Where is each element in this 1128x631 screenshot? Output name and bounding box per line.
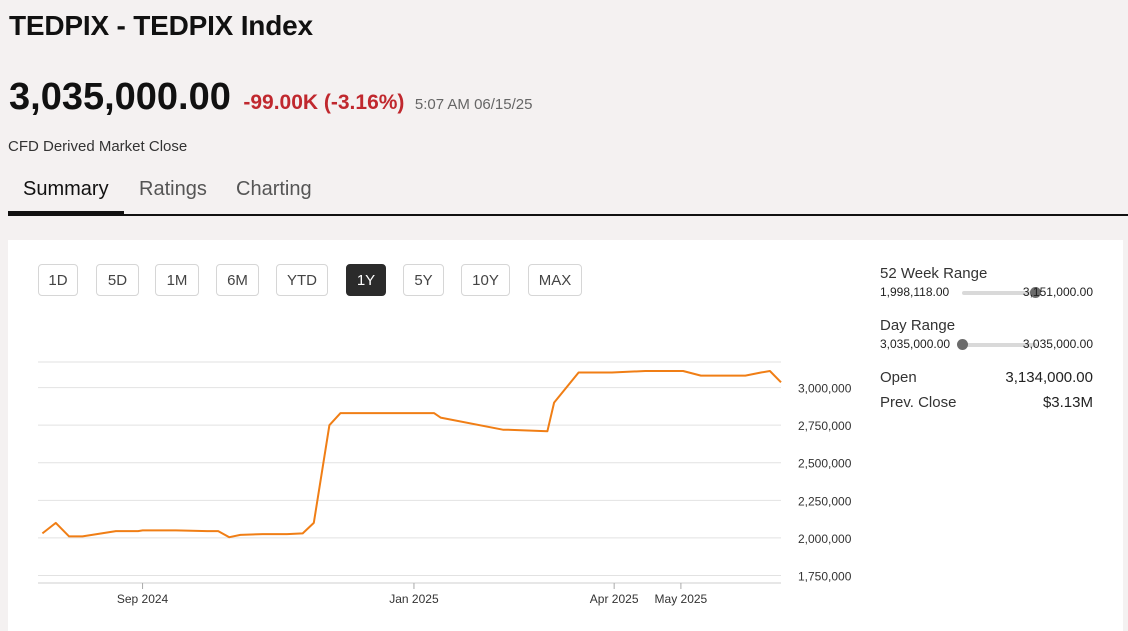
page-title: TEDPIX - TEDPIX Index xyxy=(9,10,313,41)
key-stats: 52 Week Range 1,998,118.00 3,151,000.00 … xyxy=(880,265,1093,419)
y-tick-label: 2,250,000 xyxy=(798,494,852,508)
day-marker xyxy=(956,339,968,350)
price-change: -99.00K (-3.16%) xyxy=(243,91,405,114)
y-tick-label: 3,000,000 xyxy=(798,382,852,396)
x-tick-label: Apr 2025 xyxy=(590,592,639,606)
week52-range-bar: 1,998,118.00 3,151,000.00 xyxy=(880,283,1093,301)
open-row: Open 3,134,000.00 xyxy=(880,369,1093,394)
week52-range-label: 52 Week Range xyxy=(880,265,988,282)
prev-close-value: $3.13M xyxy=(1042,394,1093,411)
prev-close-label: Prev. Close xyxy=(880,394,957,411)
open-value: 3,134,000.00 xyxy=(1005,369,1093,386)
y-tick-label: 1,750,000 xyxy=(798,569,852,583)
range-button-1d[interactable]: 1D xyxy=(38,264,78,296)
series-line xyxy=(41,370,782,539)
day-track xyxy=(962,343,1037,347)
price-row: 3,035,000.00 -99.00K (-3.16%) 5:07 AM 06… xyxy=(9,76,532,119)
range-button-1y[interactable]: 1Y xyxy=(346,264,386,296)
chart-panel: 1D 5D 1M 6M YTD 1Y 5Y 10Y MAX 1,750,000 2… xyxy=(8,240,1123,631)
day-range-label: Day Range xyxy=(880,317,956,334)
week52-track xyxy=(962,291,1037,295)
range-button-10y[interactable]: 10Y xyxy=(461,264,510,296)
tab-ratings[interactable]: Ratings xyxy=(139,178,207,200)
day-high: 3,035,000.00 xyxy=(1022,337,1093,351)
y-tick-label: 2,000,000 xyxy=(798,532,852,546)
week52-high: 3,151,000.00 xyxy=(1022,285,1093,299)
prev-close-row: Prev. Close $3.13M xyxy=(880,394,1093,419)
range-button-ytd[interactable]: YTD xyxy=(276,264,328,296)
week52-low: 1,998,118.00 xyxy=(880,285,950,299)
day-range-bar: 3,035,000.00 3,035,000.00 xyxy=(880,335,1093,353)
day-low: 3,035,000.00 xyxy=(880,337,951,351)
week52-marker xyxy=(1030,287,1041,298)
range-button-5d[interactable]: 5D xyxy=(96,264,139,296)
open-label: Open xyxy=(880,369,917,386)
last-price: 3,035,000.00 xyxy=(9,76,231,118)
x-tick-label: Jan 2025 xyxy=(389,592,439,606)
quote-timestamp: 5:07 AM 06/15/25 xyxy=(414,96,533,113)
range-button-1m[interactable]: 1M xyxy=(155,264,199,296)
tab-summary[interactable]: Summary xyxy=(23,178,109,200)
market-close-note: CFD Derived Market Close xyxy=(8,138,188,155)
range-button-5y[interactable]: 5Y xyxy=(403,264,444,296)
x-tick-label: May 2025 xyxy=(655,592,708,606)
price-line-chart: 1,750,000 2,000,000 2,250,000 2,500,000 2,75… xyxy=(38,361,852,606)
tab-charting[interactable]: Charting xyxy=(236,178,312,200)
active-tab-indicator xyxy=(8,211,124,216)
range-button-max[interactable]: MAX xyxy=(528,264,582,296)
y-tick-label: 2,500,000 xyxy=(798,457,852,471)
range-button-6m[interactable]: 6M xyxy=(216,264,259,296)
x-tick-label: Sep 2024 xyxy=(117,592,169,606)
tab-bar: Summary Ratings Charting xyxy=(8,170,1128,216)
y-tick-label: 2,750,000 xyxy=(798,419,852,433)
